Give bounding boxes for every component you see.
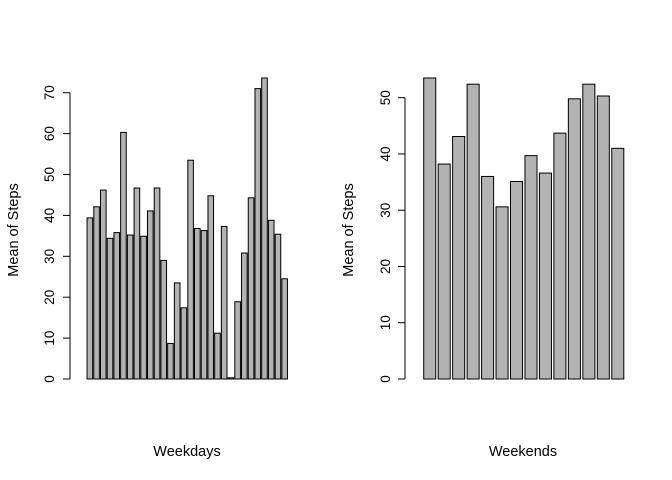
weekdays-x-axis-title: Weekdays	[153, 444, 220, 460]
weekdays-bar	[127, 235, 133, 379]
weekdays-y-axis-title: Mean of Steps	[6, 183, 22, 277]
weekends-y-axis: 0 10 20 30 40 50	[378, 90, 405, 383]
weekends-bar	[597, 96, 609, 379]
weekdays-bar	[215, 333, 221, 379]
weekends-panel: 0 10 20 30 40 50 Weekends Mean of Steps	[341, 78, 624, 460]
weekdays-bar	[114, 233, 120, 379]
weekends-y-tick-label: 0	[378, 375, 393, 383]
weekdays-bar	[154, 188, 160, 379]
weekdays-bar	[87, 218, 93, 379]
weekends-bar	[424, 78, 436, 379]
weekends-bar	[453, 137, 465, 379]
weekdays-bar	[195, 229, 201, 380]
weekends-y-axis-title: Mean of Steps	[341, 183, 357, 277]
weekdays-panel: 0 10 20 30 40 50 60 70 Weekdays Mean of Steps	[6, 78, 287, 460]
weekends-bar	[438, 164, 450, 379]
weekends-bar	[525, 156, 537, 379]
weekdays-bar	[201, 231, 207, 379]
weekdays-y-tick-label: 70	[42, 85, 57, 100]
weekends-y-tick-label: 10	[378, 315, 393, 330]
weekends-y-tick-label: 40	[378, 146, 393, 161]
weekdays-bar	[235, 302, 241, 379]
weekdays-y-tick-label: 20	[42, 290, 57, 305]
weekdays-bar	[228, 378, 234, 379]
weekdays-bar	[174, 283, 180, 379]
weekends-bar	[539, 173, 551, 379]
weekends-bar	[612, 148, 624, 379]
weekdays-y-tick-label: 60	[42, 126, 57, 141]
weekdays-bar	[121, 132, 127, 379]
weekdays-y-tick-label: 50	[42, 167, 57, 182]
weekends-bars	[424, 78, 624, 379]
weekends-x-axis-title: Weekends	[489, 444, 557, 460]
weekdays-bar	[248, 198, 254, 379]
weekends-bar	[496, 207, 508, 379]
weekdays-bar	[282, 279, 288, 379]
weekends-bar	[568, 99, 580, 379]
weekends-bar	[554, 133, 566, 379]
weekdays-y-tick-label: 10	[42, 331, 57, 346]
weekdays-y-axis: 0 10 20 30 40 50 60 70	[42, 85, 70, 383]
weekends-bar	[583, 84, 595, 379]
weekends-bar	[482, 176, 494, 379]
weekdays-bar	[148, 211, 154, 379]
weekdays-bar	[242, 253, 248, 379]
weekdays-bar	[181, 308, 187, 379]
weekdays-bar	[188, 160, 194, 379]
weekdays-y-tick-label: 40	[42, 208, 57, 223]
weekdays-bar	[255, 89, 261, 379]
weekdays-bar	[107, 238, 113, 379]
weekends-y-tick-label: 50	[378, 90, 393, 105]
weekends-bar	[467, 84, 479, 379]
weekdays-bar	[268, 220, 274, 379]
weekends-y-tick-label: 20	[378, 259, 393, 274]
weekends-y-tick-label: 30	[378, 203, 393, 218]
weekdays-bar	[94, 207, 100, 379]
weekdays-bar	[168, 343, 174, 379]
weekends-bar	[510, 182, 522, 379]
weekdays-bar	[208, 196, 214, 379]
weekdays-bar	[262, 78, 268, 379]
weekdays-bar	[221, 226, 227, 379]
weekdays-y-tick-label: 0	[42, 375, 57, 383]
weekdays-bar	[141, 236, 147, 379]
weekdays-y-tick-label: 30	[42, 249, 57, 264]
weekdays-bar	[161, 260, 167, 379]
weekdays-bar	[100, 190, 106, 379]
weekdays-bar	[275, 234, 281, 379]
weekdays-bars	[87, 78, 287, 379]
weekdays-bar	[134, 188, 140, 379]
